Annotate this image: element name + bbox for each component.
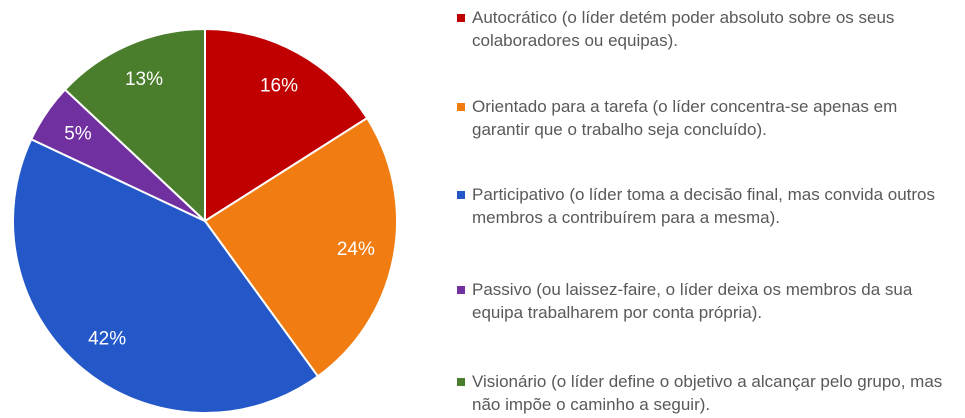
legend-text: Visionário (o líder define o objetivo a … <box>472 372 943 414</box>
legend-marker <box>457 378 465 386</box>
pie-slice <box>63 27 206 224</box>
legend-item: Passivo (ou laissez-faire, o líder deixa… <box>457 278 957 324</box>
legend-marker <box>457 286 465 294</box>
legend-text: Orientado para a tarefa (o líder concent… <box>472 97 898 139</box>
legend-marker <box>457 14 465 22</box>
pie-slice <box>12 137 320 414</box>
slice-label: 13% <box>125 69 163 90</box>
legend-item: Visionário (o líder define o objetivo a … <box>457 370 957 416</box>
legend-text: Passivo (ou laissez-faire, o líder deixa… <box>472 280 913 322</box>
slice-label: 16% <box>260 75 298 96</box>
legend-item: Orientado para a tarefa (o líder concent… <box>457 95 957 141</box>
pie-slice <box>203 116 398 378</box>
pie-slice <box>204 27 369 223</box>
slice-label: 24% <box>337 239 375 260</box>
legend-marker <box>457 103 465 111</box>
legend-text: Autocrático (o líder detém poder absolut… <box>472 8 895 50</box>
slice-label: 5% <box>64 124 92 145</box>
legend-text: Participativo (o líder toma a decisão fi… <box>472 185 936 227</box>
slice-label: 42% <box>88 328 126 349</box>
pie-area: 16% 24% 42% 5% 13% <box>12 27 398 414</box>
legend-item: Autocrático (o líder detém poder absolut… <box>457 6 957 52</box>
legend-marker <box>457 191 465 199</box>
legend-item: Participativo (o líder toma a decisão fi… <box>457 183 957 229</box>
